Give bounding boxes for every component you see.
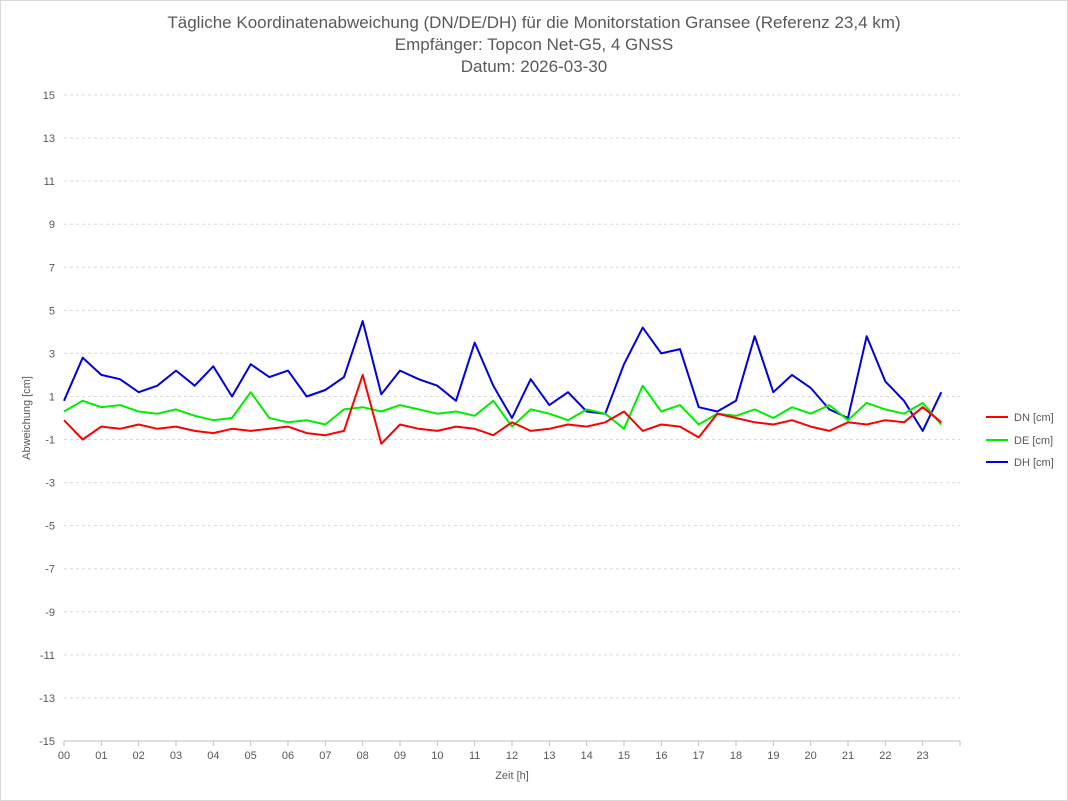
x-tick-label: 14 bbox=[581, 750, 593, 762]
x-tick-label: 10 bbox=[431, 750, 443, 762]
chart-title-block: Tägliche Koordinatenabweichung (DN/DE/DH… bbox=[0, 12, 1068, 78]
x-tick-label: 21 bbox=[842, 750, 854, 762]
x-tick-label: 07 bbox=[319, 750, 331, 762]
x-tick-label: 00 bbox=[58, 750, 70, 762]
x-tick-label: 18 bbox=[730, 750, 742, 762]
y-tick-label: 9 bbox=[49, 219, 55, 231]
x-tick-label: 13 bbox=[543, 750, 555, 762]
legend-label: DH [cm] bbox=[1014, 457, 1054, 469]
y-tick-label: 13 bbox=[43, 133, 55, 145]
y-tick-label: 7 bbox=[49, 262, 55, 274]
y-tick-label: -9 bbox=[45, 607, 55, 619]
x-tick-label: 03 bbox=[170, 750, 182, 762]
legend-label: DN [cm] bbox=[1014, 412, 1054, 424]
series-line-dn bbox=[63, 373, 942, 445]
y-tick-label: -15 bbox=[39, 736, 55, 748]
chart-date: Datum: 2026-03-30 bbox=[460, 57, 608, 76]
x-tick-label: 22 bbox=[879, 750, 891, 762]
x-tick-label: 11 bbox=[469, 750, 480, 762]
series-layer bbox=[63, 320, 943, 445]
y-tick-label: -5 bbox=[45, 521, 55, 533]
y-tick-label: 15 bbox=[43, 90, 55, 102]
x-tick-label: 17 bbox=[693, 750, 705, 762]
x-tick-label: 16 bbox=[655, 750, 667, 762]
x-tick-label: 09 bbox=[394, 750, 406, 762]
x-tick-label: 02 bbox=[133, 750, 145, 762]
y-tick-label: -3 bbox=[45, 478, 55, 490]
legend-label: DE [cm] bbox=[1014, 435, 1053, 447]
y-tick-label: 5 bbox=[49, 305, 55, 317]
x-tick-label: 19 bbox=[767, 750, 779, 762]
series-line-de bbox=[63, 384, 943, 430]
x-tick-label: 20 bbox=[805, 750, 817, 762]
x-tick-label: 06 bbox=[282, 750, 294, 762]
y-tick-label: 1 bbox=[49, 391, 55, 403]
x-tick-label: 05 bbox=[245, 750, 257, 762]
x-tick-label: 12 bbox=[506, 750, 518, 762]
x-tick-label: 23 bbox=[917, 750, 929, 762]
y-tick-label: -1 bbox=[45, 435, 55, 447]
y-tick-label: -11 bbox=[40, 650, 55, 662]
x-tick-label: 04 bbox=[207, 750, 219, 762]
chart-subtitle: Empfänger: Topcon Net-G5, 4 GNSS bbox=[394, 35, 674, 54]
x-tick-label: 15 bbox=[618, 750, 630, 762]
y-axis-title: Abweichung [cm] bbox=[21, 376, 33, 460]
y-tick-label: 3 bbox=[49, 348, 55, 360]
x-axis-title: Zeit [h] bbox=[495, 770, 529, 782]
x-tick-label: 01 bbox=[95, 750, 107, 762]
y-tick-label: 11 bbox=[44, 176, 55, 188]
y-tick-label: -7 bbox=[45, 564, 55, 576]
series-line-dh bbox=[63, 320, 943, 432]
chart-title: Tägliche Koordinatenabweichung (DN/DE/DH… bbox=[167, 13, 901, 32]
x-tick-label: 08 bbox=[357, 750, 369, 762]
grid-layer bbox=[64, 94, 960, 742]
legend: DN [cm] DE [cm] DH [cm] bbox=[986, 412, 1054, 469]
y-tick-label: -13 bbox=[39, 693, 55, 705]
